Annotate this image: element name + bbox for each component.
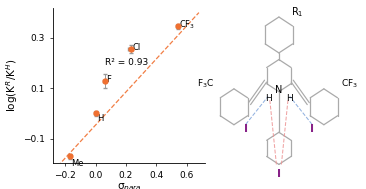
- Text: H: H: [286, 94, 293, 103]
- Text: CF$_3$: CF$_3$: [341, 78, 358, 90]
- Text: N: N: [275, 85, 283, 95]
- Text: F$_3$C: F$_3$C: [197, 78, 215, 90]
- Text: F: F: [107, 75, 111, 84]
- X-axis label: σ$_{para}$: σ$_{para}$: [117, 181, 141, 189]
- Text: Cl: Cl: [132, 43, 141, 52]
- Text: CF$_3$: CF$_3$: [179, 19, 195, 31]
- Text: I: I: [244, 124, 248, 134]
- Text: H: H: [97, 115, 104, 123]
- Text: H: H: [265, 94, 272, 103]
- Text: I: I: [310, 124, 314, 134]
- Text: R² = 0.93: R² = 0.93: [105, 58, 149, 67]
- Y-axis label: log(K$^R$/K$^H$): log(K$^R$/K$^H$): [4, 58, 20, 112]
- Text: I: I: [277, 169, 281, 179]
- Text: Me: Me: [72, 159, 84, 168]
- Text: R$_1$: R$_1$: [291, 5, 303, 19]
